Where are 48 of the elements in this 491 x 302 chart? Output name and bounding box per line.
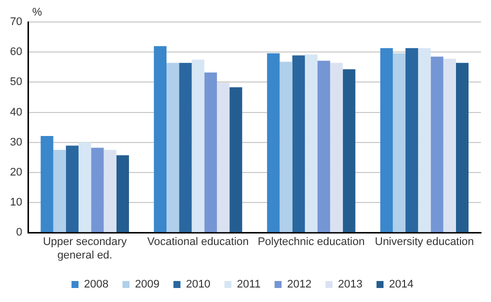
bar bbox=[456, 62, 469, 232]
bar bbox=[216, 82, 230, 232]
bar bbox=[342, 69, 356, 232]
bar bbox=[418, 48, 431, 232]
bar bbox=[116, 155, 129, 232]
legend-label: 2010 bbox=[186, 278, 210, 291]
y-tick-label: 20 bbox=[10, 166, 22, 178]
bar bbox=[380, 48, 393, 232]
bar bbox=[66, 146, 79, 232]
y-tick-label: 30 bbox=[10, 136, 22, 148]
y-tick-label: 10 bbox=[10, 196, 22, 209]
bar bbox=[78, 142, 92, 232]
legend-label: 2009 bbox=[134, 278, 160, 291]
x-tick-label: Upper secondary general ed. bbox=[42, 236, 128, 262]
bar bbox=[330, 62, 343, 232]
bar bbox=[53, 150, 66, 232]
bar bbox=[179, 62, 192, 232]
y-tick-label: 0 bbox=[16, 226, 22, 239]
bar bbox=[91, 148, 104, 232]
bar bbox=[40, 136, 54, 232]
y-axis-title: % bbox=[32, 6, 42, 19]
x-tick-label: Polytechnic education bbox=[258, 236, 365, 248]
legend-label: 2013 bbox=[338, 278, 363, 291]
bar bbox=[267, 53, 280, 232]
bar bbox=[392, 53, 406, 232]
legend-label: 2014 bbox=[389, 278, 414, 291]
bar bbox=[204, 72, 217, 232]
x-tick-label: Vocational education bbox=[147, 236, 249, 248]
bar bbox=[104, 150, 116, 232]
legend-label: 2008 bbox=[84, 278, 108, 291]
x-tick-label: University education bbox=[374, 236, 474, 248]
bar bbox=[304, 54, 318, 232]
bar bbox=[230, 87, 242, 232]
bar bbox=[280, 62, 292, 232]
bar bbox=[292, 55, 305, 232]
y-tick-label: 60 bbox=[10, 46, 22, 58]
bar bbox=[430, 56, 444, 232]
bar bbox=[443, 58, 456, 232]
legend-label: 2012 bbox=[287, 278, 312, 291]
y-tick-label: 70 bbox=[10, 16, 22, 28]
bar bbox=[318, 60, 330, 232]
bar bbox=[154, 46, 166, 232]
bar bbox=[192, 60, 204, 232]
bar bbox=[166, 62, 180, 232]
bar bbox=[405, 48, 418, 232]
y-tick-label: 40 bbox=[10, 106, 22, 118]
legend-label: 2011 bbox=[236, 278, 261, 291]
y-tick-label: 50 bbox=[10, 76, 22, 88]
